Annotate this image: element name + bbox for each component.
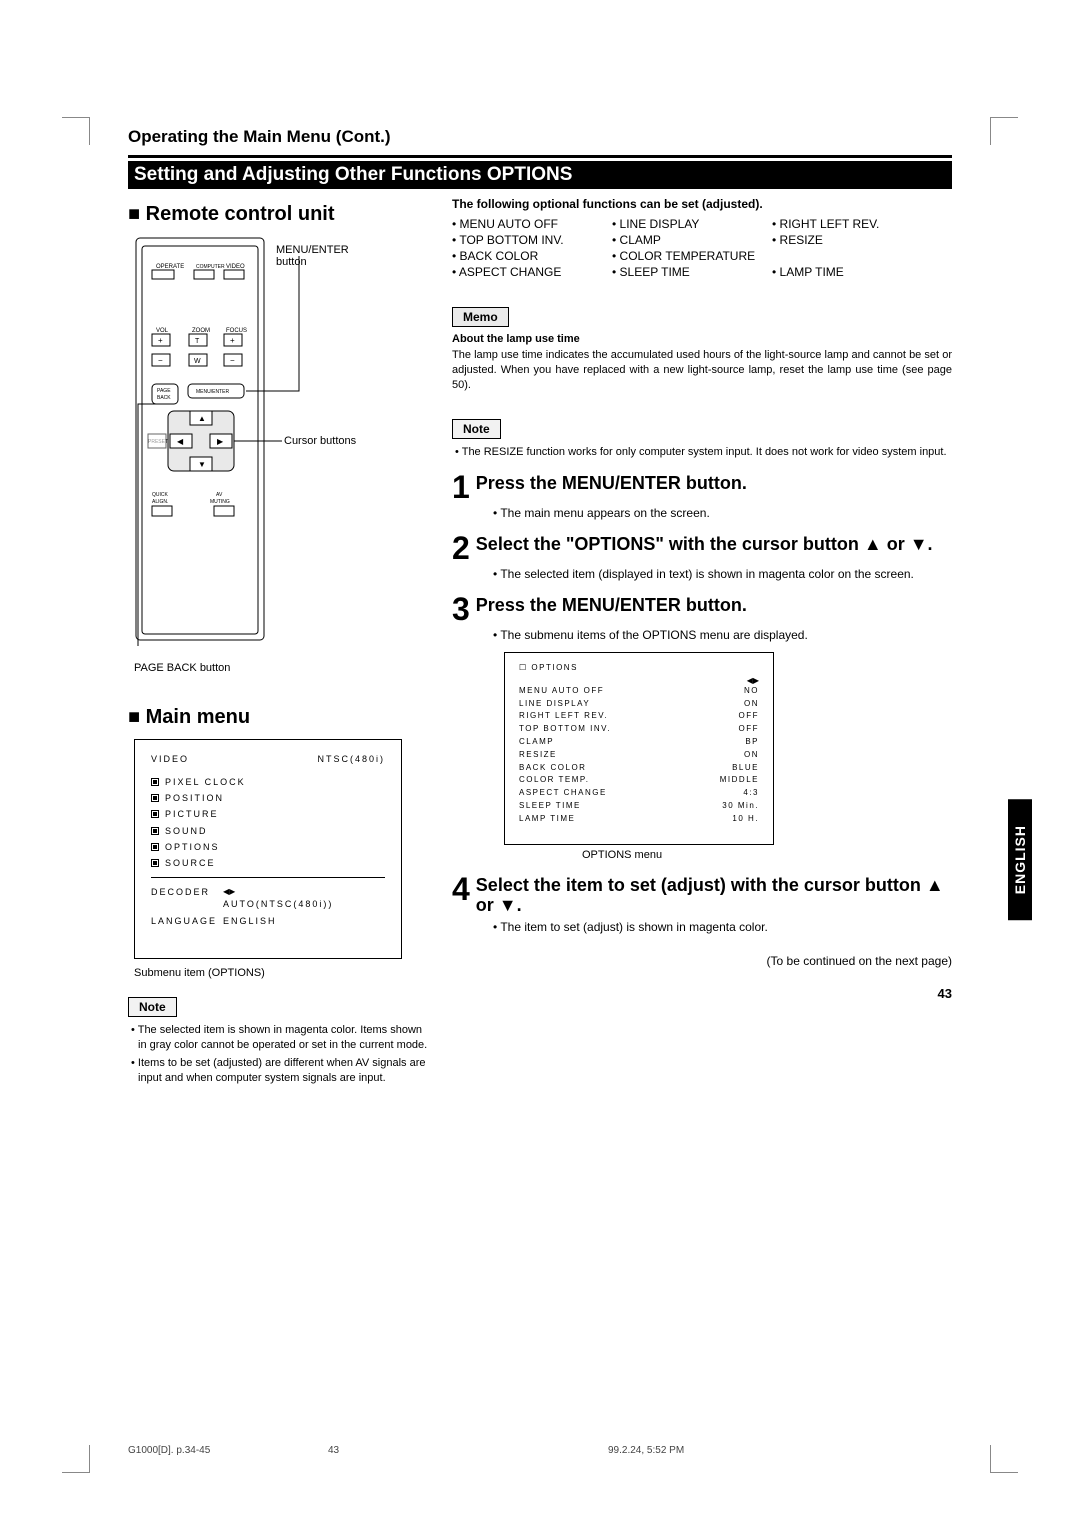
mainmenu-heading: ■ Main menu (128, 706, 428, 729)
svg-text:COMPUTER: COMPUTER (196, 264, 225, 270)
svg-text:QUICK: QUICK (152, 492, 169, 498)
remote-diagram: OPERATE COMPUTER VIDEO VOL ZOOM FOCUS + … (134, 236, 344, 656)
note-label: Note (452, 419, 501, 439)
options-menu-caption: OPTIONS menu (582, 849, 952, 861)
language-tab: ENGLISH (1008, 799, 1032, 920)
svg-text:W: W (194, 358, 201, 365)
remote-label-cursor: Cursor buttons (284, 435, 356, 447)
note-label: Note (128, 997, 177, 1017)
step-2: 2 Select the "OPTIONS" with the cursor b… (452, 534, 952, 563)
svg-text:+: + (230, 336, 235, 345)
section-title: Operating the Main Menu (Cont.) (128, 127, 952, 147)
step-3: 3 Press the MENU/ENTER button. (452, 595, 952, 624)
step-4: 4 Select the item to set (adjust) with t… (452, 875, 952, 916)
remote-label-menuenter: MENU/ENTERbutton (276, 244, 349, 268)
svg-text:OPERATE: OPERATE (156, 264, 184, 270)
remote-heading: ■ Remote control unit (128, 203, 428, 226)
memo-head: About the lamp use time (452, 333, 952, 345)
footer-line: G1000[D]. p.34-45 43 99.2.24, 5:52 PM (128, 1445, 952, 1456)
svg-text:◀: ◀ (177, 437, 184, 446)
svg-text:ALIGN.: ALIGN. (152, 499, 168, 505)
memo-label: Memo (452, 307, 509, 327)
svg-text:T: T (195, 338, 200, 345)
submenu-caption: Submenu item (OPTIONS) (134, 967, 428, 979)
svg-text:+: + (158, 336, 163, 345)
left-column: ■ Remote control unit OPERATE COMPUTER V… (128, 197, 428, 1088)
intro: The following optional functions can be … (452, 197, 952, 211)
memo-body: The lamp use time indicates the accumula… (452, 348, 952, 393)
remote-label-pageback: PAGE BACK button (134, 662, 428, 674)
svg-text:▲: ▲ (198, 414, 206, 423)
page: Operating the Main Menu (Cont.) Setting … (128, 127, 952, 1088)
svg-text:ZOOM: ZOOM (192, 328, 210, 334)
svg-text:BACK: BACK (157, 395, 171, 401)
page-number: 43 (452, 986, 952, 1001)
svg-text:VIDEO: VIDEO (226, 264, 245, 270)
svg-text:PAGE: PAGE (157, 388, 171, 394)
svg-text:VOL: VOL (156, 328, 169, 334)
mainmenu-box: VIDEO NTSC(480i) PIXEL CLOCKPOSITIONPICT… (134, 739, 402, 959)
svg-text:MUTING: MUTING (210, 499, 230, 505)
step-1: 1 Press the MENU/ENTER button. (452, 473, 952, 502)
note-bullet: • The RESIZE function works for only com… (452, 445, 952, 460)
svg-text:MENU/ENTER: MENU/ENTER (196, 389, 229, 395)
options-menu-box: ☐ OPTIONS ◀▶ MENU AUTO OFFNOLINE DISPLAY… (504, 652, 774, 845)
rule (128, 155, 952, 158)
note-bullet: • Items to be set (adjusted) are differe… (128, 1056, 428, 1086)
black-heading: Setting and Adjusting Other Functions OP… (128, 161, 952, 189)
svg-text:AV: AV (216, 492, 223, 498)
svg-text:▼: ▼ (198, 460, 206, 469)
svg-text:FOCUS: FOCUS (226, 328, 247, 334)
svg-text:−: − (230, 356, 235, 365)
right-column: The following optional functions can be … (452, 197, 952, 1088)
note-bullet: • The selected item is shown in magenta … (128, 1023, 428, 1053)
functions-grid: MENU AUTO OFFLINE DISPLAYRIGHT LEFT REV.… (452, 217, 952, 279)
svg-text:−: − (158, 356, 163, 365)
svg-text:▶: ▶ (217, 437, 224, 446)
continued-text: (To be continued on the next page) (452, 954, 952, 968)
